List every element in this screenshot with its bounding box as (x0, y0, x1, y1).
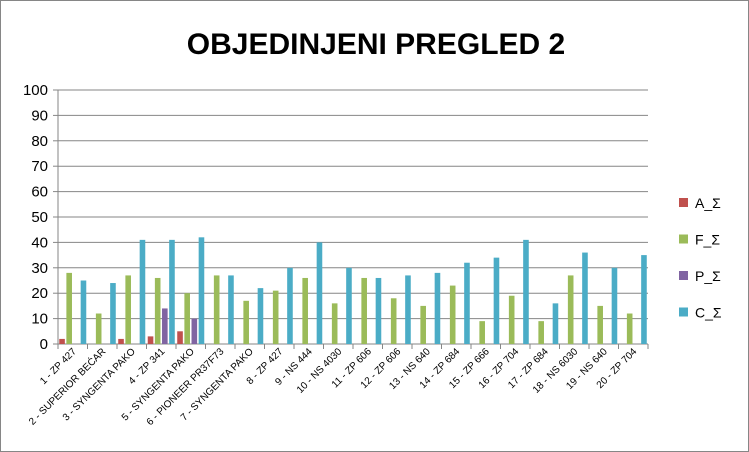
bar-f-14 (449, 285, 456, 344)
bar-c-7 (257, 288, 264, 344)
legend-swatch (679, 307, 688, 317)
bar-c-2 (110, 283, 116, 344)
legend-label: C_Σ (695, 305, 722, 321)
legend: A_Σ F_Σ P_Σ C_Σ (679, 195, 722, 321)
bar-f-19 (597, 305, 603, 344)
y-tick-label: 40 (31, 234, 48, 251)
bar-a-5 (177, 331, 183, 344)
bar-f-17 (538, 321, 544, 344)
gridlines (58, 89, 648, 320)
bar-a-4 (147, 336, 154, 344)
bar-a-3 (118, 338, 124, 344)
bar-c-20 (641, 255, 647, 344)
bar-p-5 (191, 318, 198, 344)
bar-c-13 (434, 272, 441, 344)
bar-c-9 (316, 242, 323, 344)
bar-f-20 (626, 313, 633, 344)
y-tick-labels: 0 10 20 30 40 50 60 70 80 90 100 (23, 82, 48, 353)
y-tick-label: 90 (31, 107, 48, 124)
bar-f-1 (66, 272, 72, 344)
bar-c-19 (611, 267, 618, 344)
legend-label: P_Σ (695, 268, 721, 284)
bar-c-11 (375, 277, 382, 344)
y-tick-label: 80 (31, 133, 48, 150)
bar-c-16 (523, 239, 529, 344)
bar-f-8 (272, 290, 279, 344)
legend-label: F_Σ (695, 232, 720, 248)
bar-c-15 (493, 257, 500, 344)
y-tick-label: 20 (31, 285, 48, 302)
bar-f-4 (154, 277, 161, 344)
bar-f-10 (331, 303, 338, 344)
y-tick-label: 50 (31, 209, 48, 226)
bar-f-11 (361, 277, 367, 344)
bar-c-3 (139, 239, 146, 344)
y-tick-label: 0 (40, 336, 48, 353)
bar-f-7 (243, 300, 249, 344)
bar-c-14 (464, 262, 470, 344)
bar-c-4 (169, 239, 175, 344)
bar-f-13 (420, 305, 426, 344)
bar-a-1 (59, 338, 65, 344)
y-tick-label: 100 (23, 82, 48, 99)
y-tick-label: 10 (31, 311, 48, 328)
y-tick-label: 60 (31, 184, 48, 201)
bar-c-10 (346, 267, 352, 344)
bar-c-6 (228, 275, 234, 344)
bar-f-12 (390, 298, 397, 344)
bars (59, 237, 647, 344)
bar-c-5 (198, 237, 205, 344)
bar-f-3 (125, 275, 131, 344)
legend-swatch (679, 198, 688, 207)
bar-c-12 (405, 275, 411, 344)
y-tick-label: 30 (31, 260, 48, 277)
axes (53, 89, 649, 349)
chart-title: OBJEDINJENI PREGLED 2 (187, 28, 565, 61)
bar-c-1 (80, 280, 87, 344)
bar-p-4 (162, 308, 168, 344)
y-tick-label: 70 (31, 158, 48, 175)
bar-f-5 (184, 293, 190, 344)
bar-c-17 (552, 303, 559, 344)
bar-c-18 (582, 252, 588, 344)
legend-swatch (679, 271, 688, 280)
legend-label: A_Σ (695, 195, 721, 211)
bar-f-9 (302, 277, 308, 344)
legend-swatch (679, 234, 688, 244)
bar-f-16 (508, 295, 515, 344)
bar-f-15 (479, 321, 485, 344)
bar-f-2 (95, 313, 102, 344)
bar-c-8 (287, 267, 293, 344)
bar-f-18 (567, 275, 574, 344)
bar-f-6 (213, 275, 220, 344)
